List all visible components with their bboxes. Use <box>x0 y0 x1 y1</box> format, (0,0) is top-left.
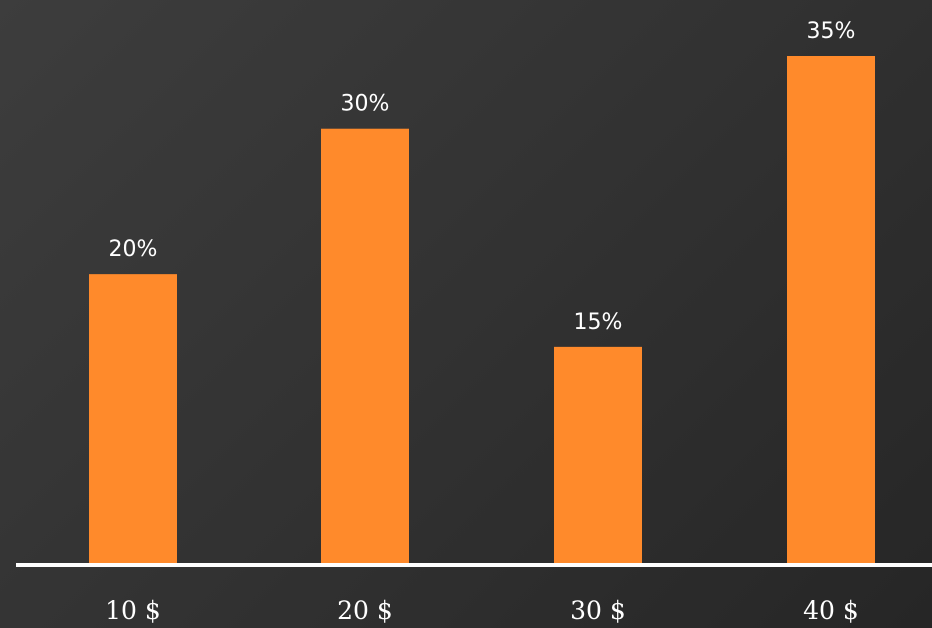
value-label-3: 15% <box>574 310 623 335</box>
category-label-4: 40 $ <box>803 596 859 625</box>
category-labels-group: 10 $ 20 $ 30 $ 40 $ <box>105 596 859 625</box>
category-label-1: 10 $ <box>105 596 161 625</box>
category-label-2: 20 $ <box>337 596 393 625</box>
value-labels-group: 20% 30% 15% 35% <box>109 19 856 335</box>
value-label-2: 30% <box>341 92 390 117</box>
bar-1 <box>89 274 177 565</box>
bar-2 <box>321 128 409 565</box>
bars-group <box>89 56 875 565</box>
value-label-1: 20% <box>109 237 158 262</box>
value-label-4: 35% <box>807 19 856 44</box>
bar-3 <box>554 346 642 565</box>
category-label-3: 30 $ <box>570 596 626 625</box>
bar-4 <box>787 56 875 565</box>
